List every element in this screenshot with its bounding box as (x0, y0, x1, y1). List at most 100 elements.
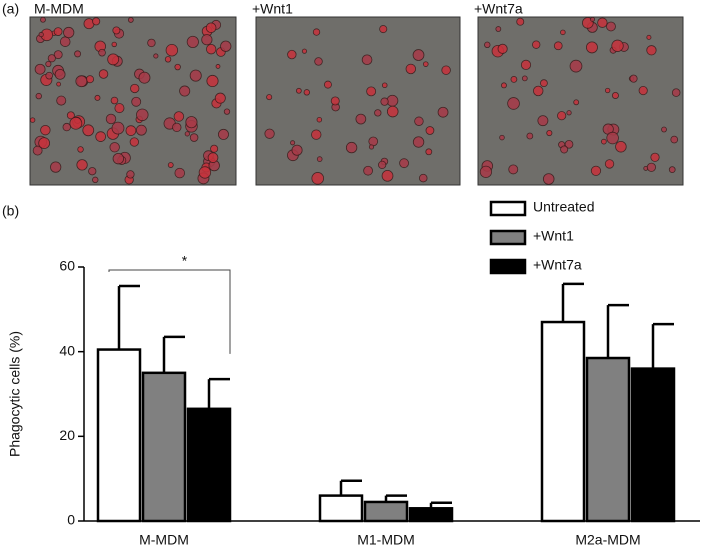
cell (131, 96, 142, 107)
cell (671, 88, 681, 97)
cell (380, 97, 389, 106)
y-tick-label: 40 (59, 342, 75, 358)
cell (590, 16, 596, 22)
cell (422, 61, 429, 67)
cell (399, 158, 409, 169)
cell (40, 124, 51, 136)
cell (381, 169, 394, 182)
cell (368, 136, 379, 147)
cell (210, 144, 219, 153)
cell (303, 89, 311, 96)
cell (98, 48, 106, 57)
cell (82, 124, 95, 137)
cell (533, 85, 544, 97)
cell (129, 137, 139, 147)
cell (537, 115, 549, 127)
cell (74, 50, 82, 58)
cell (40, 16, 46, 23)
bar (141, 371, 187, 523)
cell (650, 152, 660, 162)
image-label: +Wnt1 (252, 1, 293, 17)
cell (597, 17, 608, 28)
cell (85, 75, 95, 84)
cell (507, 97, 520, 110)
cell (110, 96, 119, 105)
cell (499, 134, 505, 141)
cell (526, 132, 534, 140)
cell (147, 38, 156, 48)
cell (311, 172, 325, 185)
cell (38, 137, 51, 149)
cell (425, 126, 435, 135)
cell (557, 111, 567, 121)
cell (220, 40, 232, 52)
cell (186, 35, 199, 49)
cell (301, 48, 308, 54)
cell (311, 129, 322, 140)
cell (92, 176, 99, 184)
cell (532, 40, 541, 49)
cell (56, 95, 67, 106)
cell (185, 116, 198, 129)
cell (604, 159, 615, 169)
cell (601, 138, 607, 145)
significance-bracket (108, 269, 231, 354)
cell (560, 145, 569, 154)
cell (95, 131, 106, 142)
cell (330, 96, 340, 106)
cell (355, 113, 367, 125)
cell (172, 122, 182, 132)
cell (109, 142, 120, 153)
cell (214, 92, 226, 104)
x-tick-label: M1-MDM (357, 532, 415, 548)
cell (138, 71, 151, 84)
cell (495, 26, 502, 32)
x-tick-label: M-MDM (139, 532, 189, 548)
cell (114, 103, 125, 114)
cell (520, 59, 532, 70)
cell (611, 91, 619, 99)
cell (165, 44, 179, 57)
cell (201, 34, 213, 46)
cell (479, 165, 493, 178)
cell (174, 63, 181, 71)
cell (189, 133, 199, 142)
bar (318, 494, 364, 523)
cell (661, 126, 667, 133)
cell (184, 131, 190, 137)
cell (540, 79, 548, 88)
cell (386, 105, 399, 118)
cell (130, 83, 140, 94)
cell (88, 167, 97, 176)
cell (546, 130, 553, 137)
cell (112, 26, 121, 35)
cell (646, 162, 657, 172)
image-label: M-MDM (34, 1, 84, 17)
cell (45, 71, 54, 80)
legend-swatch (489, 258, 527, 275)
cell (47, 54, 56, 63)
cell (441, 65, 451, 75)
bar (408, 507, 454, 523)
cell (615, 140, 627, 153)
y-axis-label: Phagocytic cells (%) (7, 331, 23, 457)
cell (590, 165, 602, 176)
cell (111, 41, 117, 48)
cell (54, 68, 66, 80)
cell (366, 86, 377, 97)
cell (414, 116, 424, 126)
cell (69, 116, 83, 130)
cell (53, 27, 63, 36)
annotation: * (182, 253, 188, 269)
cell (378, 160, 387, 169)
cell (105, 113, 117, 125)
cell (501, 82, 507, 89)
cell (314, 57, 323, 66)
cell (670, 135, 679, 144)
bar (96, 348, 142, 523)
cell (198, 166, 212, 179)
cell (437, 106, 449, 118)
cell (604, 87, 611, 94)
cell (368, 144, 375, 150)
